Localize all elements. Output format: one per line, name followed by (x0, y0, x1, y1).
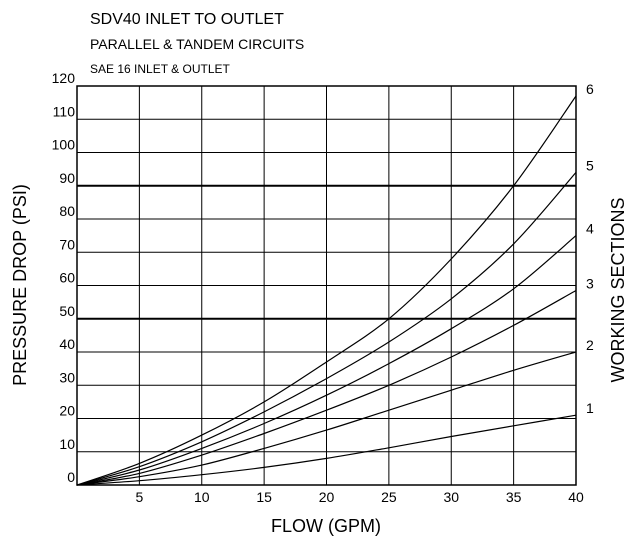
chart-title-line-3: SAE 16 INLET & OUTLET (90, 62, 230, 76)
y-tick-label-60: 60 (59, 270, 75, 286)
y-tick-label-80: 80 (59, 203, 75, 219)
x-tick-label-35: 35 (506, 489, 522, 505)
curve-1 (76, 414, 577, 486)
chart-title-line-1: SDV40 INLET TO OUTLET (90, 11, 284, 28)
y-tick-label-30: 30 (59, 369, 75, 385)
curve-label-5: 5 (586, 157, 594, 173)
curve-5 (76, 172, 577, 486)
y-tick-label-40: 40 (59, 336, 75, 352)
curve-3 (76, 289, 577, 486)
x-tick-label-15: 15 (256, 489, 272, 505)
tick-labels: 0 10 20 30 40 50 60 70 80 90 100 110 120 5 10 15 20 25 30 3… (52, 70, 584, 505)
right-axis-label: WORKING SECTIONS (608, 197, 625, 382)
y-tick-label-110: 110 (53, 103, 76, 119)
y-tick-label-0: 0 (67, 469, 75, 485)
y-tick-label-120: 120 (52, 70, 76, 86)
x-tick-label-10: 10 (194, 489, 210, 505)
x-tick-label-20: 20 (319, 489, 335, 505)
y-tick-label-20: 20 (59, 403, 75, 419)
curve-label-1: 1 (586, 400, 594, 416)
x-tick-label-25: 25 (381, 489, 397, 505)
y-tick-label-10: 10 (59, 436, 75, 452)
curve-label-2: 2 (586, 337, 594, 353)
x-tick-label-5: 5 (135, 489, 143, 505)
grid (76, 85, 577, 486)
curve-label-6: 6 (586, 81, 594, 97)
curve-2 (76, 351, 577, 486)
x-axis-label: FLOW (GPM) (271, 516, 381, 536)
y-tick-label-90: 90 (59, 170, 75, 186)
y-tick-label-70: 70 (59, 236, 75, 252)
x-tick-label-30: 30 (443, 489, 459, 505)
curve-label-3: 3 (586, 275, 594, 291)
curve-4 (76, 235, 577, 486)
curve-label-4: 4 (586, 221, 594, 237)
curve-6 (76, 95, 577, 486)
plot-frame (76, 85, 577, 486)
x-tick-label-40: 40 (568, 489, 584, 505)
curve-labels: 1 2 3 4 5 6 (586, 81, 594, 416)
curves (76, 95, 577, 486)
y-axis-label: PRESSURE DROP (PSI) (10, 184, 30, 386)
y-tick-label-100: 100 (52, 137, 76, 153)
chart-title-line-2: PARALLEL & TANDEM CIRCUITS (90, 36, 304, 52)
y-tick-label-50: 50 (59, 303, 75, 319)
